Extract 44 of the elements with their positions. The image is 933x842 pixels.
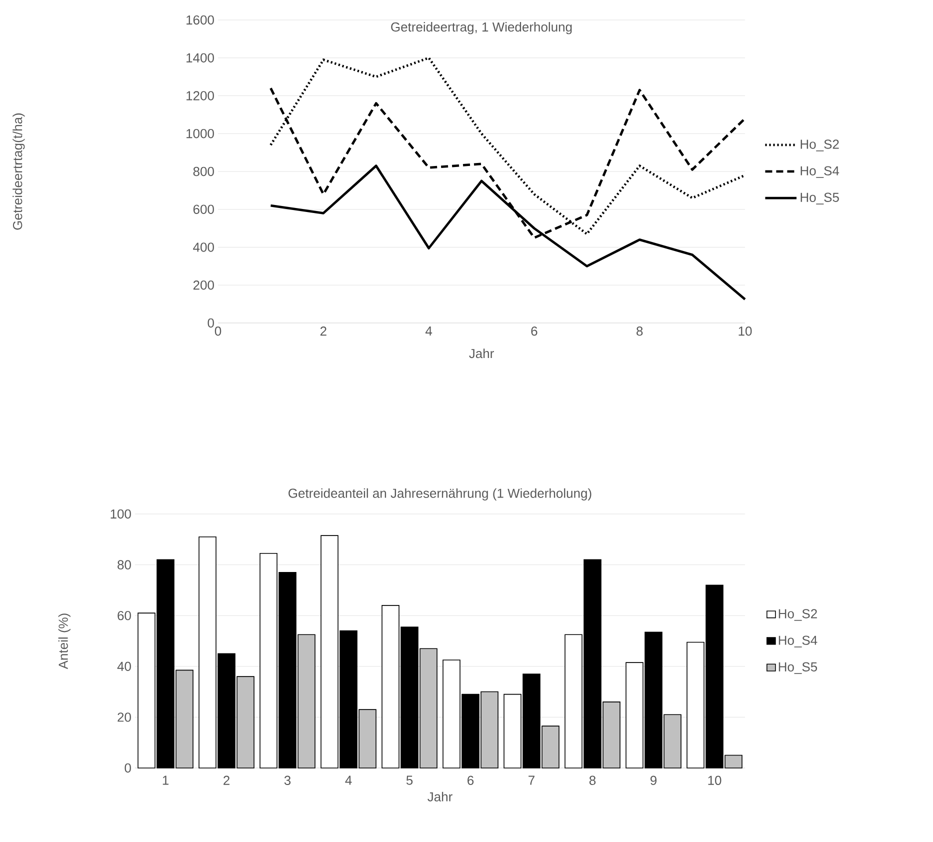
x-tick-label: 4	[345, 776, 352, 785]
x-tick-label: 0	[214, 326, 222, 336]
chart-title: Getreideanteil an Jahresernährung (1 Wiederholung)	[288, 488, 592, 500]
x-axis-title: Jahr	[469, 348, 494, 358]
y-tick-label: 100	[110, 509, 131, 519]
x-tick-label: 2	[224, 776, 230, 785]
y-tick-label: 60	[118, 610, 131, 620]
x-tick-label: 10	[738, 326, 752, 336]
y-tick-label: 40	[117, 662, 131, 671]
x-tick-label: 4	[425, 326, 432, 336]
y-tick-label: 1400	[186, 53, 214, 62]
x-tick-label: 7	[528, 776, 534, 785]
x-tick-label: 3	[284, 776, 291, 785]
x-tick-label: 6	[531, 326, 538, 336]
x-tick-label: 1	[162, 776, 168, 785]
y-tick-label: 0	[124, 763, 131, 773]
y-tick-label: 400	[193, 242, 214, 252]
y-tick-label: 1600	[186, 15, 214, 25]
y-tick-label: 800	[193, 166, 214, 176]
y-axis-title: Getreideertrtag(t/ha)	[12, 113, 25, 230]
x-tick-label: 8	[636, 326, 643, 336]
legend-label: Ho_S5	[800, 192, 839, 204]
legend-label: Ho_S2	[800, 140, 839, 152]
x-tick-label: 9	[650, 776, 657, 785]
y-tick-label: 200	[193, 280, 214, 290]
y-tick-label: 80	[118, 560, 131, 570]
x-tick-label: 6	[468, 776, 474, 785]
y-tick-label: 0	[208, 318, 214, 328]
x-axis-title: Jahr	[428, 792, 452, 802]
x-tick-label: 2	[320, 326, 326, 336]
legend-label: Ho_S4	[800, 166, 840, 178]
line-series	[270, 56, 746, 236]
legend-label: Ho_S5	[778, 662, 818, 674]
legend-label: Ho_S4	[778, 636, 818, 648]
legend-label: Ho_S2	[778, 609, 817, 621]
y-tick-label: 1000	[186, 129, 214, 138]
x-tick-label: 10	[708, 776, 722, 785]
y-axis-title: Anteil (%)	[58, 614, 70, 670]
y-tick-label: 1200	[186, 91, 214, 100]
y-tick-label: 20	[118, 712, 131, 722]
chart-title: Getreideertrag, 1 Wiederholung	[391, 22, 572, 34]
x-tick-label: 8	[589, 776, 596, 785]
x-tick-label: 5	[406, 776, 413, 785]
y-tick-label: 600	[193, 204, 214, 214]
